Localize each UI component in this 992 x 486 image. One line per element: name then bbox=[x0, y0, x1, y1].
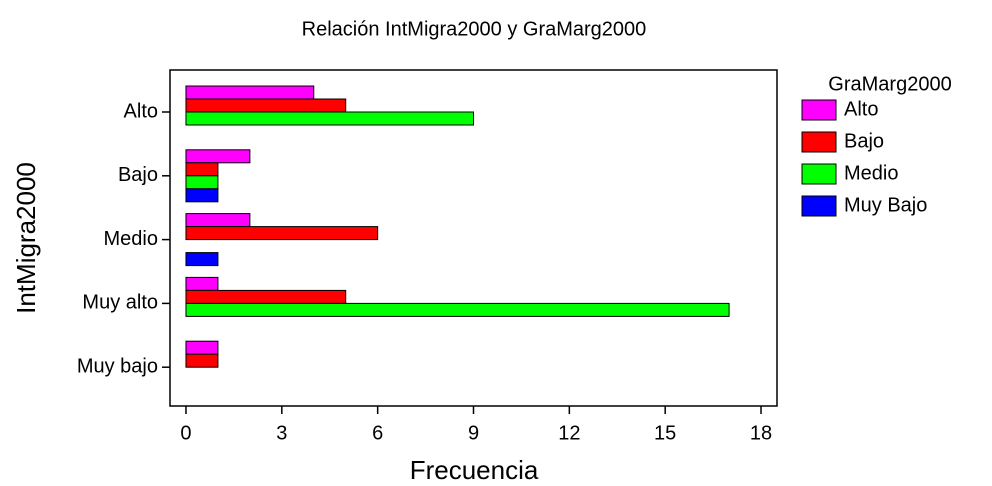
x-tick-label: 18 bbox=[750, 422, 772, 444]
x-tick-label: 12 bbox=[558, 422, 580, 444]
legend-swatch bbox=[801, 163, 837, 185]
bar bbox=[185, 289, 347, 304]
legend-label: Muy Bajo bbox=[844, 194, 927, 216]
y-tick-label: Alto bbox=[124, 100, 158, 122]
x-axis-label: Frecuencia bbox=[410, 455, 539, 485]
bar bbox=[185, 353, 219, 368]
legend-label: Alto bbox=[844, 98, 878, 120]
bar bbox=[185, 276, 219, 291]
bar bbox=[185, 340, 219, 355]
bar bbox=[185, 252, 219, 267]
bar bbox=[185, 226, 379, 241]
legend-label: Medio bbox=[844, 162, 898, 184]
bar bbox=[185, 111, 474, 126]
legend-swatch bbox=[801, 195, 837, 217]
y-tick-label: Muy alto bbox=[82, 292, 158, 314]
bar bbox=[185, 302, 730, 317]
legend-label: Bajo bbox=[844, 130, 884, 152]
y-tick-label: Medio bbox=[104, 228, 158, 250]
legend-title: GraMarg2000 bbox=[828, 73, 951, 95]
x-tick-label: 9 bbox=[468, 422, 479, 444]
bar bbox=[185, 162, 219, 177]
x-tick-label: 3 bbox=[276, 422, 287, 444]
bar bbox=[185, 213, 251, 228]
bar bbox=[185, 149, 251, 164]
chart-title: Relación IntMigra2000 y GraMarg2000 bbox=[302, 18, 647, 40]
x-tick-label: 0 bbox=[180, 422, 191, 444]
y-tick-label: Bajo bbox=[118, 164, 158, 186]
y-axis-label: IntMigra2000 bbox=[11, 162, 41, 314]
x-tick-label: 6 bbox=[372, 422, 383, 444]
x-tick-label: 15 bbox=[654, 422, 676, 444]
legend-swatch bbox=[801, 99, 837, 121]
bar bbox=[185, 175, 219, 190]
bar bbox=[185, 98, 347, 113]
y-tick-label: Muy bajo bbox=[77, 355, 158, 377]
legend-swatch bbox=[801, 131, 837, 153]
bar bbox=[185, 188, 219, 203]
bar bbox=[185, 85, 315, 100]
